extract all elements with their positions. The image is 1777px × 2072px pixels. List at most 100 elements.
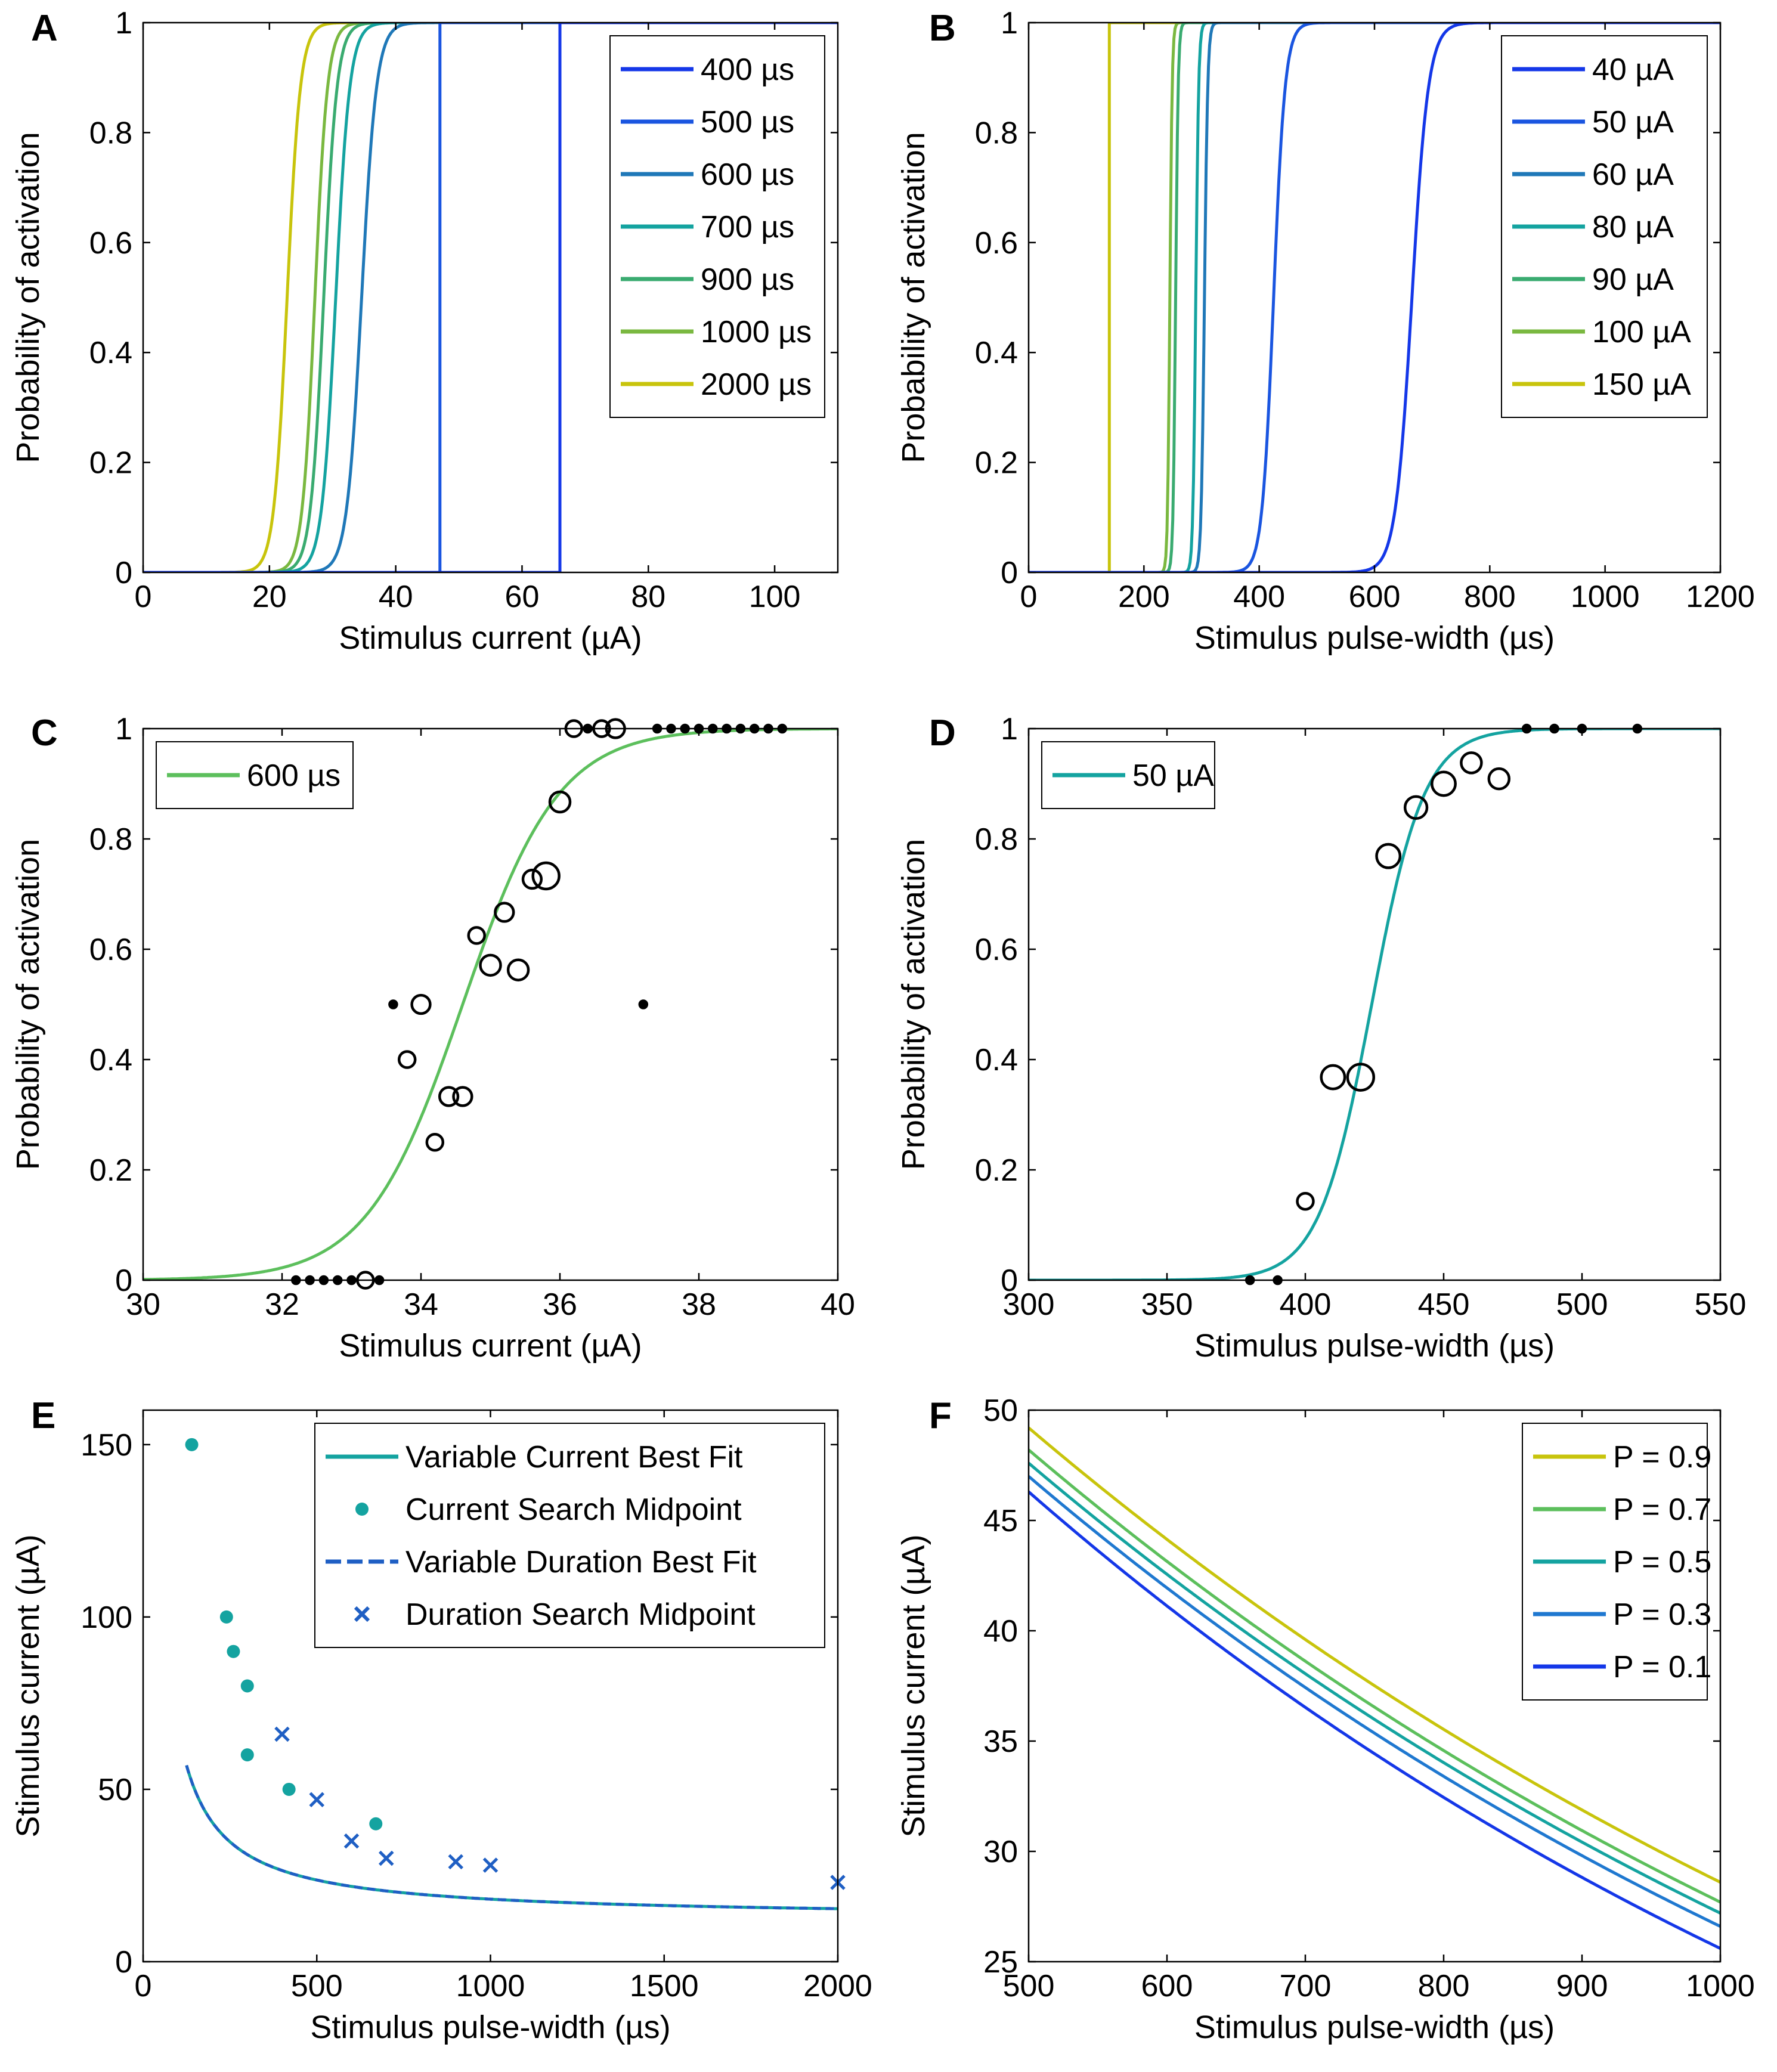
- x-axis-label: Stimulus current (µA): [339, 1328, 642, 1364]
- y-axis-label: Probability of activation: [896, 132, 931, 463]
- panel-d: D 300 350 400 450 500 550 0 0.2 0.4 0.6 0.8 1 Stimulu…: [896, 712, 1746, 1364]
- y-axis-label: Probability of activation: [10, 839, 46, 1170]
- x-tick-label: 500: [291, 1969, 343, 2003]
- data-point: [274, 1726, 290, 1742]
- legend: 400 µs 500 µs 600 µs 700 µs 900 µs 1000 µs 200…: [609, 35, 825, 418]
- data-point: [1460, 751, 1483, 775]
- data-point: [219, 1610, 233, 1624]
- y-tick-label: 0.6: [89, 226, 132, 261]
- x-axis-label: Stimulus pulse-width (µs): [310, 2009, 670, 2045]
- legend-label: 90 µA: [1592, 262, 1674, 297]
- legend-label: 500 µs: [701, 105, 794, 140]
- x-tick-label: 1500: [630, 1969, 699, 2003]
- x-tick-label: 300: [1003, 1287, 1055, 1322]
- legend-label: Duration Search Midpoint: [405, 1597, 756, 1632]
- x-tick-label: 20: [252, 580, 287, 614]
- legend: Variable Current Best Fit Current Search …: [314, 1423, 825, 1648]
- series-line-3: [1029, 1475, 1720, 1928]
- data-point: [521, 868, 543, 890]
- legend-label: 100 µA: [1592, 315, 1691, 349]
- axes-frame: [1027, 727, 1722, 1281]
- y-axis-label: Stimulus current (µA): [896, 1534, 931, 1837]
- legend-label: 50 µA: [1132, 758, 1214, 793]
- x-tick-label: 60: [505, 580, 540, 614]
- data-point: [1431, 770, 1457, 797]
- data-point: [397, 1050, 417, 1069]
- y-tick-label: 0.8: [975, 116, 1018, 150]
- x-tick-label: 80: [631, 580, 665, 614]
- x-tick-label: 600: [1141, 1969, 1193, 2003]
- y-tick-label: 0.4: [975, 336, 1018, 370]
- panel-c: C 30 32 34 36 38 40 0 0.2 0.4 0.6 0.8 1 Stimulus curr…: [10, 712, 855, 1364]
- x-tick-label: 350: [1141, 1287, 1193, 1322]
- y-tick-label: 0.2: [975, 1153, 1018, 1188]
- y-tick-label: 0.2: [975, 446, 1018, 481]
- x-tick-label: 30: [126, 1287, 160, 1322]
- legend-label: 1000 µs: [701, 315, 812, 349]
- data-point: [482, 1857, 499, 1873]
- series-line-1: [1029, 1448, 1720, 1904]
- x-tick-label: 2000: [803, 1969, 872, 2003]
- data-point: [369, 1817, 383, 1831]
- x-axis-label: Stimulus current (µA): [339, 620, 642, 656]
- legend-label: Variable Duration Best Fit: [405, 1545, 757, 1579]
- legend-label: P = 0.5: [1613, 1545, 1711, 1579]
- y-axis-label: Probability of activation: [10, 132, 46, 463]
- legend-label: 900 µs: [701, 262, 794, 297]
- x-tick-label: 0: [135, 1969, 152, 2003]
- x-tick-label: 1000: [1571, 580, 1640, 614]
- y-tick-label: 1: [115, 712, 132, 747]
- y-tick-label: 0: [1001, 556, 1018, 590]
- y-tick-label: 25: [983, 1945, 1018, 1980]
- panel-letter: F: [929, 1395, 952, 1436]
- plot-area: [1029, 729, 1720, 1280]
- plot-area: [1029, 1426, 1720, 1950]
- x-tick-label: 600: [1349, 580, 1401, 614]
- data-point: [1346, 1063, 1376, 1092]
- y-tick-label: 0.4: [89, 336, 132, 370]
- x-axis-label: Stimulus pulse-width (µs): [1194, 1328, 1555, 1364]
- axes-frame: [1027, 21, 1722, 574]
- series-line-1: [143, 23, 838, 572]
- legend: 40 µA 50 µA 60 µA 80 µA 90 µA 100 µA 150 µA: [1501, 35, 1708, 418]
- data-point: [479, 953, 502, 977]
- x-tick-label: 34: [404, 1287, 438, 1322]
- plot-area: [185, 1765, 838, 1910]
- x-tick-label: 800: [1464, 580, 1516, 614]
- data-point: [448, 1854, 464, 1870]
- legend-label: P = 0.1: [1613, 1650, 1711, 1684]
- legend-label: 150 µA: [1592, 367, 1691, 402]
- panel-a: A 0 20 40 60 80 100 0 0.2 0.4 0.6 0.8 1 Stimulus curr…: [10, 6, 839, 656]
- y-axis-label: Stimulus current (µA): [10, 1534, 46, 1837]
- fit-curve: [143, 729, 838, 1280]
- data-point: [1487, 767, 1511, 791]
- series-line-6: [1029, 23, 1720, 572]
- legend-swatch: [355, 1503, 369, 1516]
- panel-e: E 0 500 1000 1500 2000 0 50 100 150 Stimulus pulse…: [10, 1395, 872, 2045]
- panel-letter: A: [31, 8, 58, 49]
- x-tick-label: 400: [1233, 580, 1285, 614]
- series-line-2: [185, 1765, 838, 1910]
- legend-label: Variable Current Best Fit: [405, 1440, 743, 1475]
- data-point: [452, 1086, 473, 1107]
- data-point: [378, 1850, 394, 1866]
- legend-label: 600 µs: [701, 157, 794, 192]
- y-axis-label: Probability of activation: [896, 839, 931, 1170]
- y-tick-label: 0: [115, 1945, 132, 1980]
- data-point: [227, 1644, 240, 1658]
- x-tick-label: 700: [1280, 1969, 1332, 2003]
- data-point: [438, 1086, 460, 1107]
- data-point: [467, 926, 486, 945]
- x-tick-label: 100: [749, 580, 801, 614]
- panel-f: F 500 600 700 800 900 1000 25 30 35 40 45 50 Stimulus…: [896, 1393, 1755, 2045]
- x-tick-label: 500: [1556, 1287, 1608, 1322]
- legend-label: 80 µA: [1592, 210, 1674, 244]
- axes-frame: [142, 21, 839, 574]
- data-point: [1375, 843, 1402, 869]
- x-tick-label: 800: [1418, 1969, 1470, 2003]
- data-point: [343, 1833, 360, 1849]
- data-point: [410, 993, 432, 1015]
- y-tick-label: 0.2: [89, 446, 132, 481]
- x-axis-label: Stimulus pulse-width (µs): [1194, 2009, 1555, 2045]
- y-tick-label: 0.2: [89, 1153, 132, 1188]
